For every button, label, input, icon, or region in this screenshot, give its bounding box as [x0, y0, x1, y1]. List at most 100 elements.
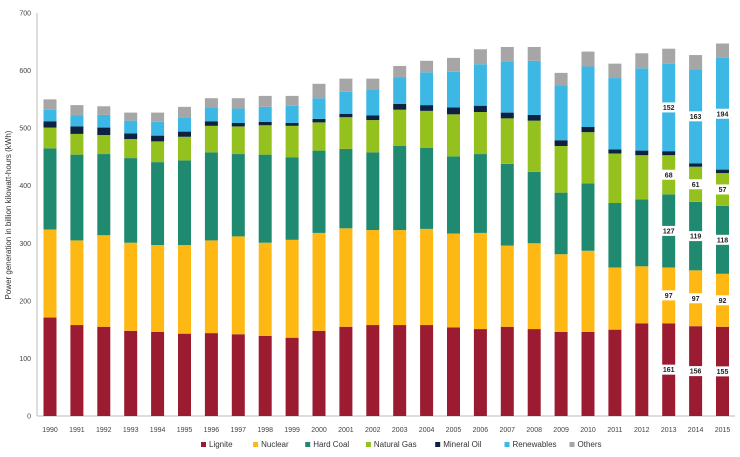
bar-segment-lignite: [312, 330, 326, 416]
bar-segment-mineral-oil: [608, 149, 622, 154]
bar-segment-others: [312, 83, 326, 99]
bar-segment-others: [662, 48, 676, 64]
data-label-background: [713, 108, 732, 119]
data-label-background: [686, 179, 705, 190]
bar-segment-others: [43, 99, 57, 110]
legend-label: Hard Coal: [313, 440, 349, 449]
bar-segment-mineral-oil: [662, 151, 676, 156]
data-label-background: [659, 364, 678, 375]
bar-segment-others: [608, 63, 622, 79]
bar-segment-natural-gas: [178, 136, 191, 161]
bar-segment-hard-coal: [124, 158, 138, 243]
bar-segment-lignite: [500, 326, 514, 416]
bar-segment-hard-coal: [258, 154, 272, 243]
data-label-background: [686, 293, 705, 304]
x-tick-label: 2003: [392, 427, 408, 434]
bar-segment-lignite: [258, 335, 272, 416]
bar-segment-hard-coal: [204, 152, 218, 241]
bar-segment-renewables: [151, 121, 165, 136]
bar-segment-renewables: [258, 106, 272, 122]
bar-segment-hard-coal: [447, 156, 460, 234]
data-label: 118: [717, 237, 728, 244]
y-tick-label: 400: [19, 183, 31, 190]
legend-swatch: [504, 442, 510, 447]
bar-segment-nuclear: [581, 250, 595, 332]
bar-segment-others: [635, 53, 649, 69]
bar-segment-natural-gas: [231, 126, 245, 155]
bar-segment-hard-coal: [635, 199, 649, 267]
y-tick-label: 600: [19, 68, 31, 75]
y-tick-label: 0: [27, 414, 31, 421]
bar-segment-lignite: [339, 326, 353, 416]
bar-segment-others: [447, 57, 460, 72]
x-tick-label: 2014: [688, 427, 704, 434]
bar-segment-natural-gas: [366, 120, 380, 153]
bar-segment-others: [258, 95, 272, 107]
bar-segment-renewables: [339, 91, 353, 114]
x-tick-label: 2005: [446, 427, 462, 434]
bar-segment-mineral-oil: [70, 126, 84, 134]
bar-segment-lignite: [151, 331, 165, 416]
bar-segment-nuclear: [608, 267, 622, 330]
y-tick-label: 200: [19, 298, 31, 305]
y-tick-label: 300: [19, 241, 31, 248]
bar-segment-lignite: [70, 325, 84, 416]
data-label-background: [686, 231, 705, 242]
bar-segment-natural-gas: [124, 139, 138, 159]
bar-segment-hard-coal: [339, 148, 353, 229]
legend-label: Natural Gas: [374, 440, 417, 449]
bar-segment-hard-coal: [500, 163, 514, 246]
data-label-background: [659, 225, 678, 236]
bar-segment-nuclear: [178, 245, 191, 334]
bar-segment-hard-coal: [581, 183, 595, 251]
bar-segment-nuclear: [204, 240, 218, 334]
bar-segment-lignite: [124, 330, 138, 416]
bar-segment-others: [70, 105, 84, 116]
bar-segment-nuclear: [527, 243, 541, 330]
bar-segment-nuclear: [124, 242, 138, 331]
bar-segment-lignite: [231, 334, 245, 416]
x-tick-label: 2002: [365, 427, 381, 434]
bar-segment-nuclear: [285, 239, 299, 338]
bar-segment-lignite: [447, 327, 460, 416]
bar-segment-renewables: [178, 117, 191, 132]
data-label: 119: [690, 234, 701, 241]
data-label: 156: [690, 369, 702, 376]
bar-segment-hard-coal: [554, 192, 568, 255]
bar-segment-renewables: [231, 108, 245, 123]
bar-segment-hard-coal: [70, 154, 84, 241]
x-tick-label: 1992: [96, 427, 112, 434]
bar-segment-mineral-oil: [312, 118, 326, 123]
data-label-background: [686, 366, 705, 377]
bar-segment-natural-gas: [473, 112, 487, 155]
bar-segment-others: [285, 95, 299, 106]
bar-segment-others: [473, 49, 487, 65]
bar-segment-natural-gas: [500, 118, 514, 164]
bar-segment-natural-gas: [285, 125, 299, 158]
legend-label: Lignite: [209, 440, 233, 449]
bar-segment-renewables: [393, 77, 407, 104]
bar-segment-mineral-oil: [258, 121, 272, 126]
bar-segment-others: [97, 106, 111, 115]
bar-segment-others: [581, 51, 595, 67]
bar-segment-renewables: [581, 66, 595, 127]
data-label: 61: [692, 182, 700, 189]
bar-segment-others: [204, 98, 218, 108]
bar-segment-natural-gas: [527, 120, 541, 172]
bar-segment-natural-gas: [258, 125, 272, 155]
bar-segment-lignite: [178, 333, 191, 416]
bar-segment-others: [231, 98, 245, 109]
bar-segment-natural-gas: [204, 125, 218, 153]
bar-segment-hard-coal: [608, 202, 622, 268]
bar-segment-natural-gas: [312, 122, 326, 151]
bar-segment-mineral-oil: [581, 126, 595, 133]
bar-segment-nuclear: [70, 240, 84, 326]
data-label-background: [713, 184, 732, 195]
bar-segment-mineral-oil: [527, 114, 541, 121]
bar-segment-nuclear: [43, 229, 57, 318]
bar-segment-renewables: [366, 89, 380, 116]
legend-label: Nuclear: [261, 440, 289, 449]
data-label-background: [659, 102, 678, 113]
bar-segment-hard-coal: [178, 160, 191, 246]
bar-segment-natural-gas: [554, 145, 568, 193]
